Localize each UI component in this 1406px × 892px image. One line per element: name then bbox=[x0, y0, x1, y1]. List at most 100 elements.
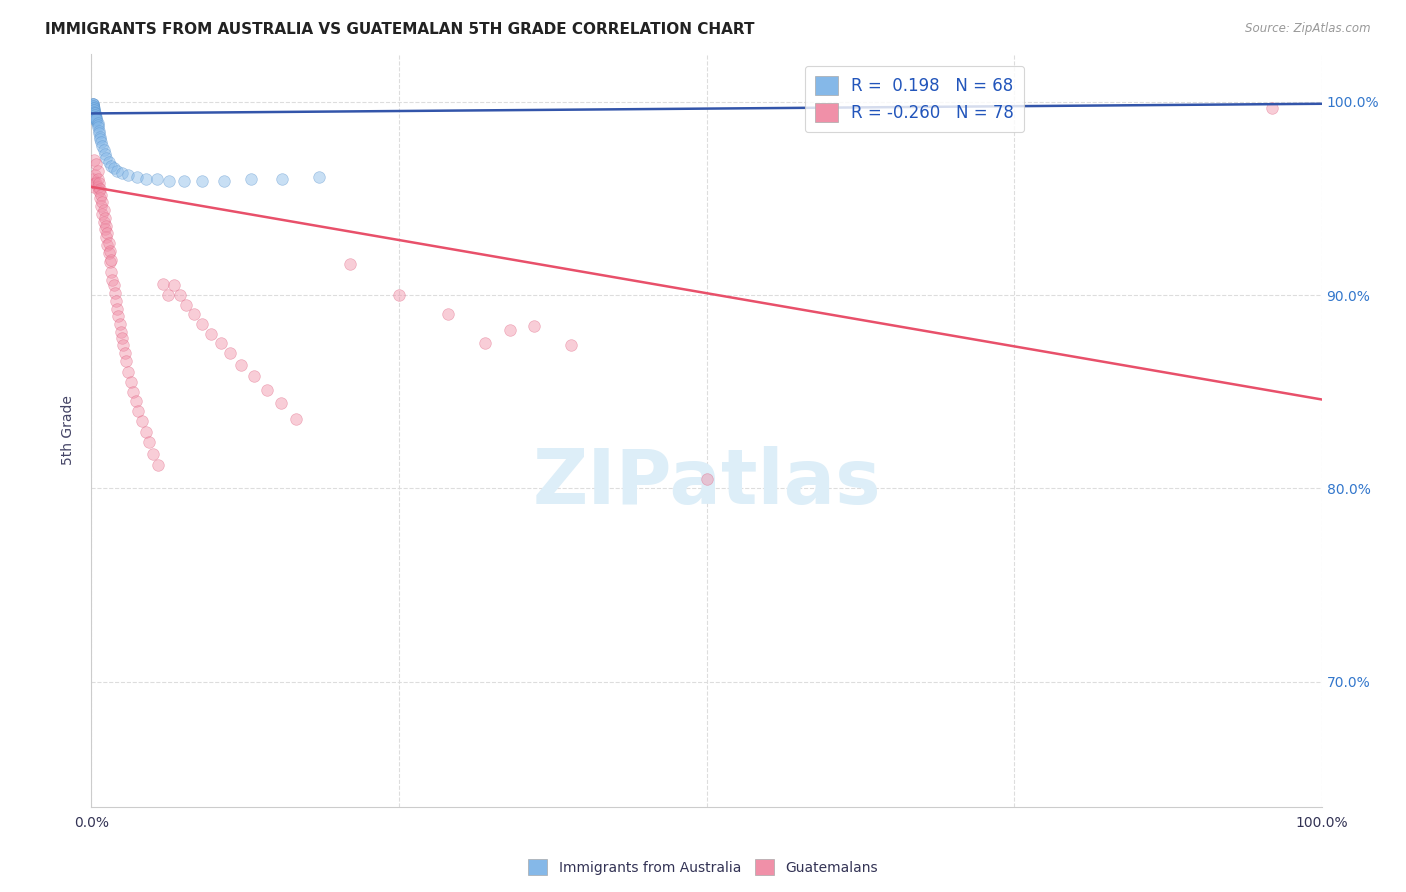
Point bbox=[86, 111, 108, 125]
Point bbox=[83, 101, 105, 115]
Point bbox=[131, 414, 153, 428]
Point bbox=[86, 112, 108, 127]
Point bbox=[82, 106, 104, 120]
Point bbox=[97, 235, 120, 250]
Point bbox=[256, 383, 278, 397]
Point bbox=[1261, 101, 1284, 115]
Point bbox=[93, 215, 115, 229]
Point bbox=[83, 106, 105, 120]
Point bbox=[105, 293, 127, 308]
Point bbox=[111, 166, 134, 180]
Point bbox=[87, 184, 110, 198]
Point bbox=[104, 286, 127, 301]
Point bbox=[84, 108, 107, 122]
Point bbox=[142, 447, 165, 461]
Point bbox=[98, 255, 121, 269]
Point bbox=[84, 176, 107, 190]
Point bbox=[146, 458, 169, 472]
Point bbox=[90, 136, 112, 150]
Point bbox=[97, 245, 120, 260]
Point bbox=[96, 226, 118, 240]
Point bbox=[200, 326, 222, 341]
Point bbox=[101, 272, 124, 286]
Point bbox=[82, 101, 104, 115]
Point bbox=[84, 108, 107, 122]
Point bbox=[523, 318, 546, 333]
Point bbox=[284, 412, 307, 426]
Point bbox=[83, 180, 105, 194]
Point bbox=[437, 307, 460, 321]
Legend: R =  0.198   N = 68, R = -0.260   N = 78: R = 0.198 N = 68, R = -0.260 N = 78 bbox=[804, 66, 1024, 132]
Point bbox=[86, 116, 108, 130]
Point bbox=[103, 161, 125, 175]
Point bbox=[82, 99, 104, 113]
Point bbox=[173, 174, 195, 188]
Point bbox=[91, 195, 114, 210]
Point bbox=[93, 143, 115, 157]
Point bbox=[183, 307, 205, 321]
Point bbox=[124, 394, 146, 409]
Point bbox=[86, 112, 108, 127]
Point bbox=[100, 265, 122, 279]
Point bbox=[87, 124, 110, 138]
Point bbox=[191, 174, 214, 188]
Point bbox=[86, 114, 108, 128]
Point bbox=[82, 96, 104, 111]
Point bbox=[96, 151, 117, 165]
Point bbox=[96, 237, 118, 252]
Text: IMMIGRANTS FROM AUSTRALIA VS GUATEMALAN 5TH GRADE CORRELATION CHART: IMMIGRANTS FROM AUSTRALIA VS GUATEMALAN … bbox=[45, 22, 755, 37]
Point bbox=[270, 396, 292, 410]
Point bbox=[82, 101, 104, 115]
Point bbox=[82, 103, 104, 117]
Point bbox=[135, 172, 156, 186]
Point bbox=[87, 176, 110, 190]
Text: Source: ZipAtlas.com: Source: ZipAtlas.com bbox=[1246, 22, 1371, 36]
Point bbox=[91, 207, 114, 221]
Point bbox=[84, 112, 107, 127]
Point bbox=[107, 310, 129, 324]
Point bbox=[212, 174, 235, 188]
Point bbox=[695, 472, 717, 486]
Point bbox=[91, 139, 114, 153]
Point bbox=[157, 174, 180, 188]
Point bbox=[114, 346, 136, 360]
Legend: Immigrants from Australia, Guatemalans: Immigrants from Australia, Guatemalans bbox=[523, 854, 883, 880]
Point bbox=[122, 384, 145, 399]
Point bbox=[127, 404, 149, 418]
Point bbox=[93, 203, 115, 218]
Point bbox=[120, 375, 142, 389]
Point bbox=[86, 118, 108, 132]
Point bbox=[82, 99, 104, 113]
Point bbox=[83, 153, 105, 167]
Point bbox=[156, 288, 179, 302]
Point bbox=[145, 172, 167, 186]
Point bbox=[80, 104, 103, 119]
Point bbox=[191, 317, 214, 331]
Point bbox=[94, 211, 117, 225]
Point bbox=[82, 96, 104, 111]
Point bbox=[219, 346, 242, 360]
Point bbox=[83, 104, 105, 119]
Point bbox=[82, 103, 104, 117]
Point bbox=[163, 278, 186, 293]
Point bbox=[87, 126, 110, 140]
Point bbox=[89, 182, 111, 196]
Point bbox=[388, 288, 411, 302]
Point bbox=[84, 111, 107, 125]
Point bbox=[89, 129, 111, 144]
Point bbox=[308, 170, 330, 185]
Point bbox=[80, 106, 103, 120]
Point bbox=[82, 101, 104, 115]
Point bbox=[83, 103, 105, 117]
Point bbox=[240, 172, 263, 186]
Point bbox=[103, 278, 125, 293]
Point bbox=[84, 106, 107, 120]
Point bbox=[174, 298, 197, 312]
Point bbox=[86, 164, 108, 178]
Point bbox=[89, 131, 111, 145]
Point bbox=[86, 176, 108, 190]
Point bbox=[82, 172, 104, 186]
Point bbox=[117, 168, 139, 183]
Point bbox=[498, 323, 520, 337]
Point bbox=[83, 104, 105, 119]
